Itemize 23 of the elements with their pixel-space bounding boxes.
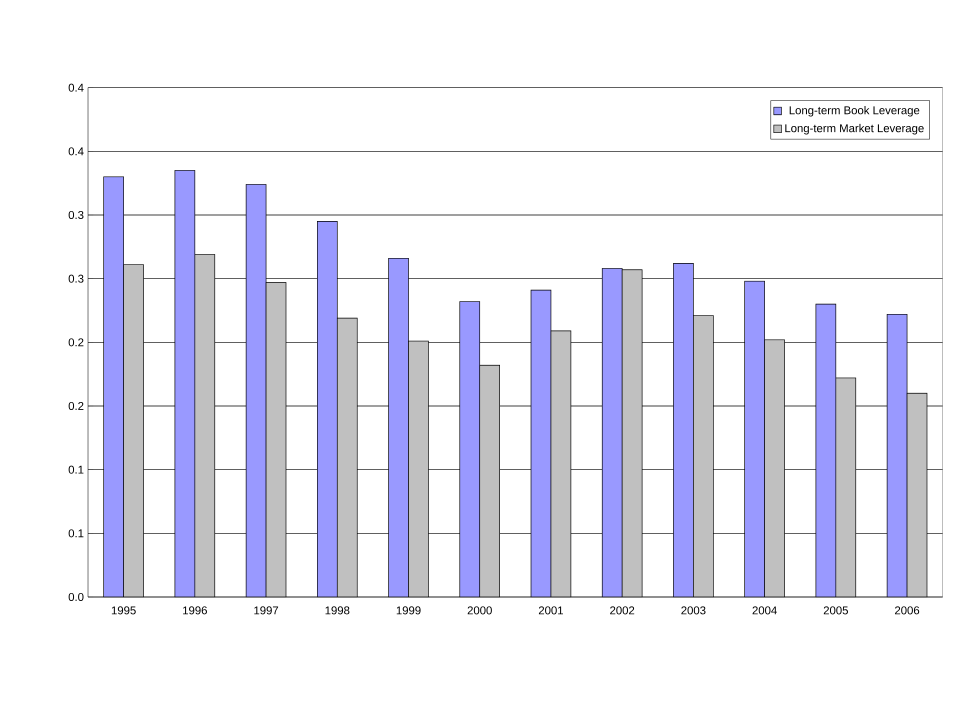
x-tick-label: 2004 — [752, 606, 777, 614]
x-tick-label: 2003 — [681, 606, 706, 614]
x-tick-label: 2006 — [895, 606, 920, 614]
y-tick-label: 0.4 — [68, 147, 84, 156]
x-tick-label: 1995 — [112, 606, 136, 614]
x-tick-label: 2000 — [468, 606, 492, 614]
y-tick-label: 0.3 — [68, 210, 84, 219]
y-tick-label: 0.3 — [68, 274, 84, 283]
x-tick-label: 1998 — [326, 606, 350, 614]
x-tick-label: 2001 — [538, 606, 563, 614]
x-tick-label: 2002 — [610, 606, 634, 614]
x-tick-label: 1997 — [254, 606, 278, 614]
y-tick-label: 0.1 — [68, 466, 84, 474]
legend-label: Long-term Book Leverage — [790, 106, 920, 117]
x-tick-label: 1996 — [183, 606, 207, 614]
legend-label: Long-term Market Leverage — [785, 124, 924, 134]
y-tick-label: 0.0 — [68, 592, 84, 601]
y-tick-label: 0.1 — [68, 529, 84, 538]
x-tick-label: 1999 — [396, 606, 421, 614]
y-tick-label: 0.4 — [68, 84, 84, 92]
y-tick-label: 0.2 — [68, 402, 84, 410]
x-tick-label: 2005 — [824, 606, 848, 614]
y-tick-label: 0.2 — [68, 338, 84, 346]
